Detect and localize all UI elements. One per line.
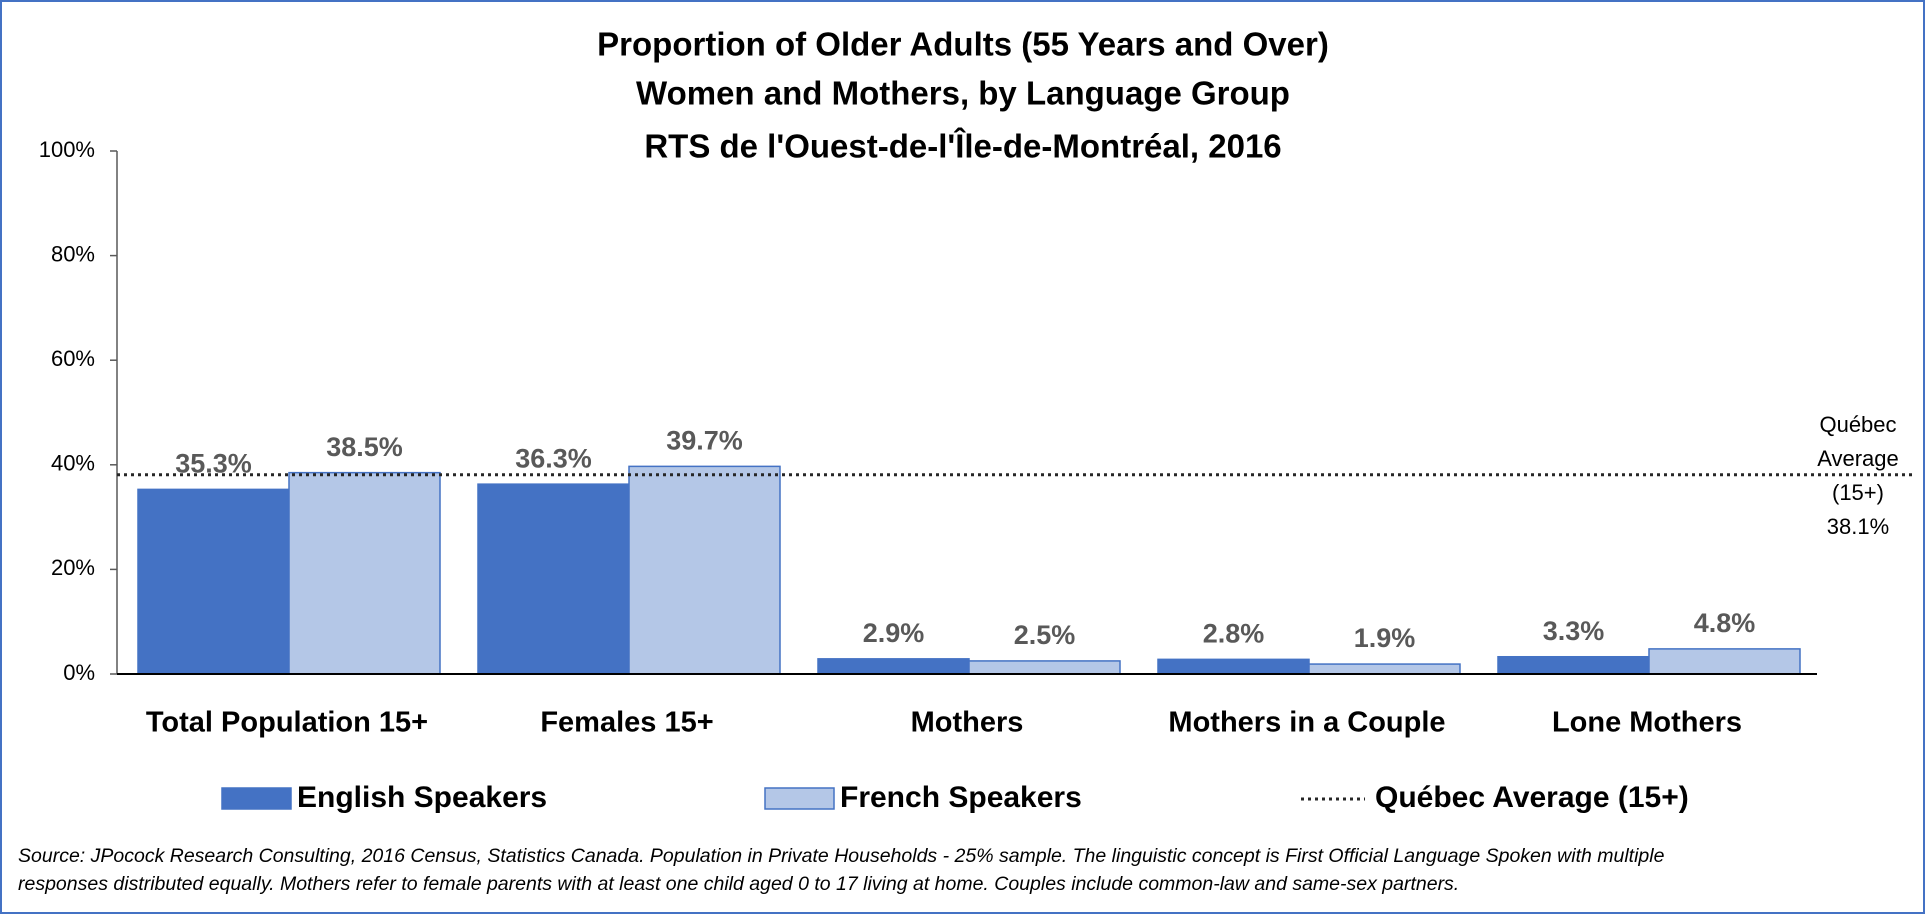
legend-swatch: [221, 787, 292, 810]
bar: [477, 483, 630, 675]
value-label: 2.5%: [1014, 620, 1076, 650]
x-tick-label: Lone Mothers: [1552, 707, 1742, 739]
bar: [1308, 663, 1461, 675]
chart-title: Proportion of Older Adults (55 Years and…: [597, 26, 1329, 63]
reference-value-label: 38.1%: [1827, 514, 1889, 539]
bar: [288, 471, 441, 675]
chart-title: Women and Mothers, by Language Group: [636, 75, 1290, 112]
bar: [628, 465, 781, 675]
reference-annotation: Average: [1817, 446, 1899, 471]
x-tick-label: Total Population 15+: [146, 707, 428, 739]
value-label: 36.3%: [515, 443, 592, 473]
reference-annotation: (15+): [1832, 480, 1884, 505]
value-label: 2.9%: [863, 618, 925, 648]
legend-label: English Speakers: [297, 781, 547, 814]
x-tick-label: Mothers: [911, 707, 1024, 739]
value-label: 35.3%: [175, 449, 252, 479]
bar: [817, 658, 970, 675]
y-tick-label: 80%: [51, 241, 95, 266]
bar: [968, 660, 1121, 675]
y-tick-label: 0%: [63, 660, 95, 685]
value-label: 1.9%: [1354, 623, 1416, 653]
y-tick-label: 100%: [39, 137, 95, 162]
x-tick-label: Females 15+: [540, 707, 713, 739]
y-tick-label: 20%: [51, 555, 95, 580]
source-note: Source: JPocock Research Consulting, 201…: [18, 845, 1665, 867]
legend-label: Québec Average (15+): [1375, 781, 1689, 814]
bar: [1497, 655, 1650, 675]
bar: [1157, 658, 1310, 675]
x-tick-label: Mothers in a Couple: [1168, 707, 1445, 739]
value-label: 4.8%: [1694, 608, 1756, 638]
chart-title: RTS de l'Ouest-de-l'Île-de-Montréal, 201…: [644, 128, 1281, 165]
value-label: 2.8%: [1203, 618, 1265, 648]
value-label: 3.3%: [1543, 616, 1605, 646]
y-tick-label: 40%: [51, 451, 95, 476]
legend-label: French Speakers: [840, 781, 1082, 814]
y-tick-label: 60%: [51, 346, 95, 371]
value-label: 38.5%: [326, 432, 403, 462]
value-label: 39.7%: [666, 425, 743, 455]
bar: [137, 488, 290, 675]
legend-swatch: [764, 787, 835, 810]
bar: [1648, 648, 1801, 675]
reference-annotation: Québec: [1819, 412, 1896, 437]
source-note: responses distributed equally. Mothers r…: [18, 873, 1459, 895]
